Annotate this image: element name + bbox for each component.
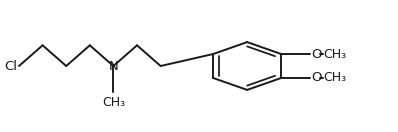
Text: CH₃: CH₃ bbox=[324, 48, 347, 61]
Text: N: N bbox=[109, 60, 118, 72]
Text: Cl: Cl bbox=[4, 60, 18, 72]
Text: O: O bbox=[311, 71, 322, 84]
Text: CH₃: CH₃ bbox=[324, 71, 347, 84]
Text: CH₃: CH₃ bbox=[102, 96, 125, 109]
Text: O: O bbox=[311, 48, 322, 61]
